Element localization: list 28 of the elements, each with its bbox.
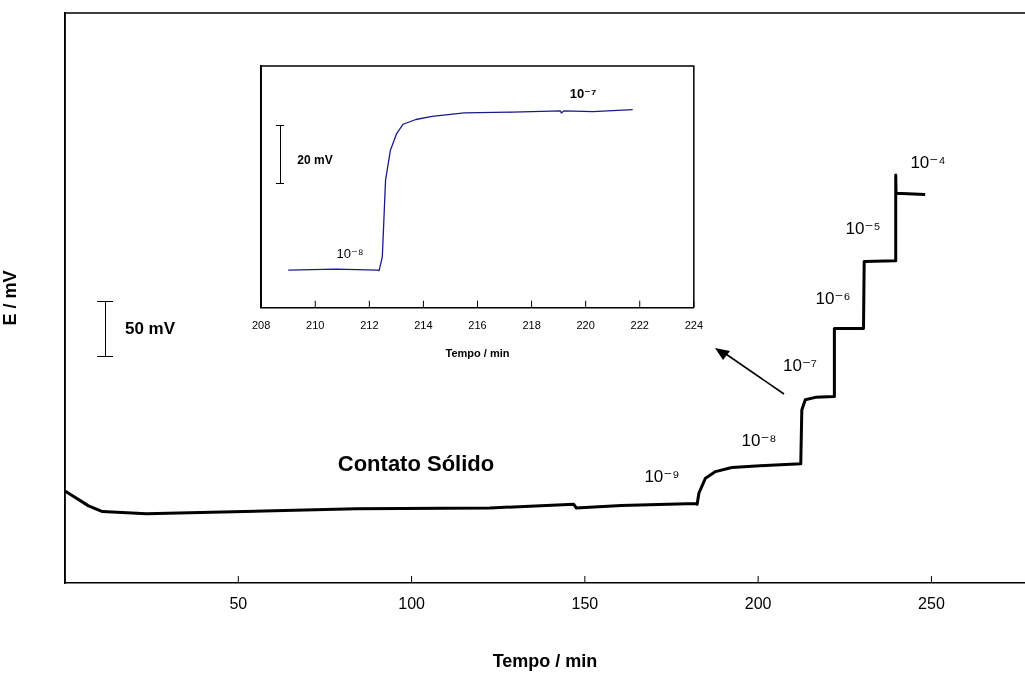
x-tick-label: 224 (684, 319, 703, 332)
text: 10⁻⁷ (569, 85, 597, 101)
annotation: 20 mV (297, 153, 333, 167)
x-tick-label: 50 (229, 595, 248, 613)
annotation: Contato Sólido (337, 451, 495, 477)
x-tick-label: 200 (744, 595, 772, 613)
annotation: 10⁻⁸ (741, 429, 777, 451)
annotation: 10⁻⁹ (644, 465, 680, 487)
text: 10⁻⁴ (910, 151, 946, 173)
y-axis-title: E / mV (0, 270, 20, 326)
x-axis-title: Tempo / min (492, 651, 598, 672)
x-tick-label: 210 (306, 319, 325, 332)
x-tick-label: 250 (918, 595, 945, 613)
x-tick-label: 212 (360, 319, 379, 332)
x-axis-title: Tempo / min (445, 347, 510, 360)
x-tick-label: 214 (414, 319, 433, 332)
annotation: 50 mV (124, 319, 176, 339)
annotation: 10⁻⁷ (782, 354, 818, 376)
annotation: 10⁻⁵ (845, 217, 881, 239)
x-tick-label: 222 (630, 319, 649, 332)
x-tick-label: 220 (576, 319, 595, 332)
x-tick-label: 218 (522, 319, 541, 332)
annotation: 10⁻⁸ (336, 245, 364, 261)
x-tick-label: 150 (571, 595, 599, 613)
x-tick-label: 208 (252, 319, 271, 332)
x-tick-label: 100 (398, 595, 426, 613)
annotation: 10⁻⁶ (815, 287, 851, 309)
x-tick-label: 216 (468, 319, 487, 332)
